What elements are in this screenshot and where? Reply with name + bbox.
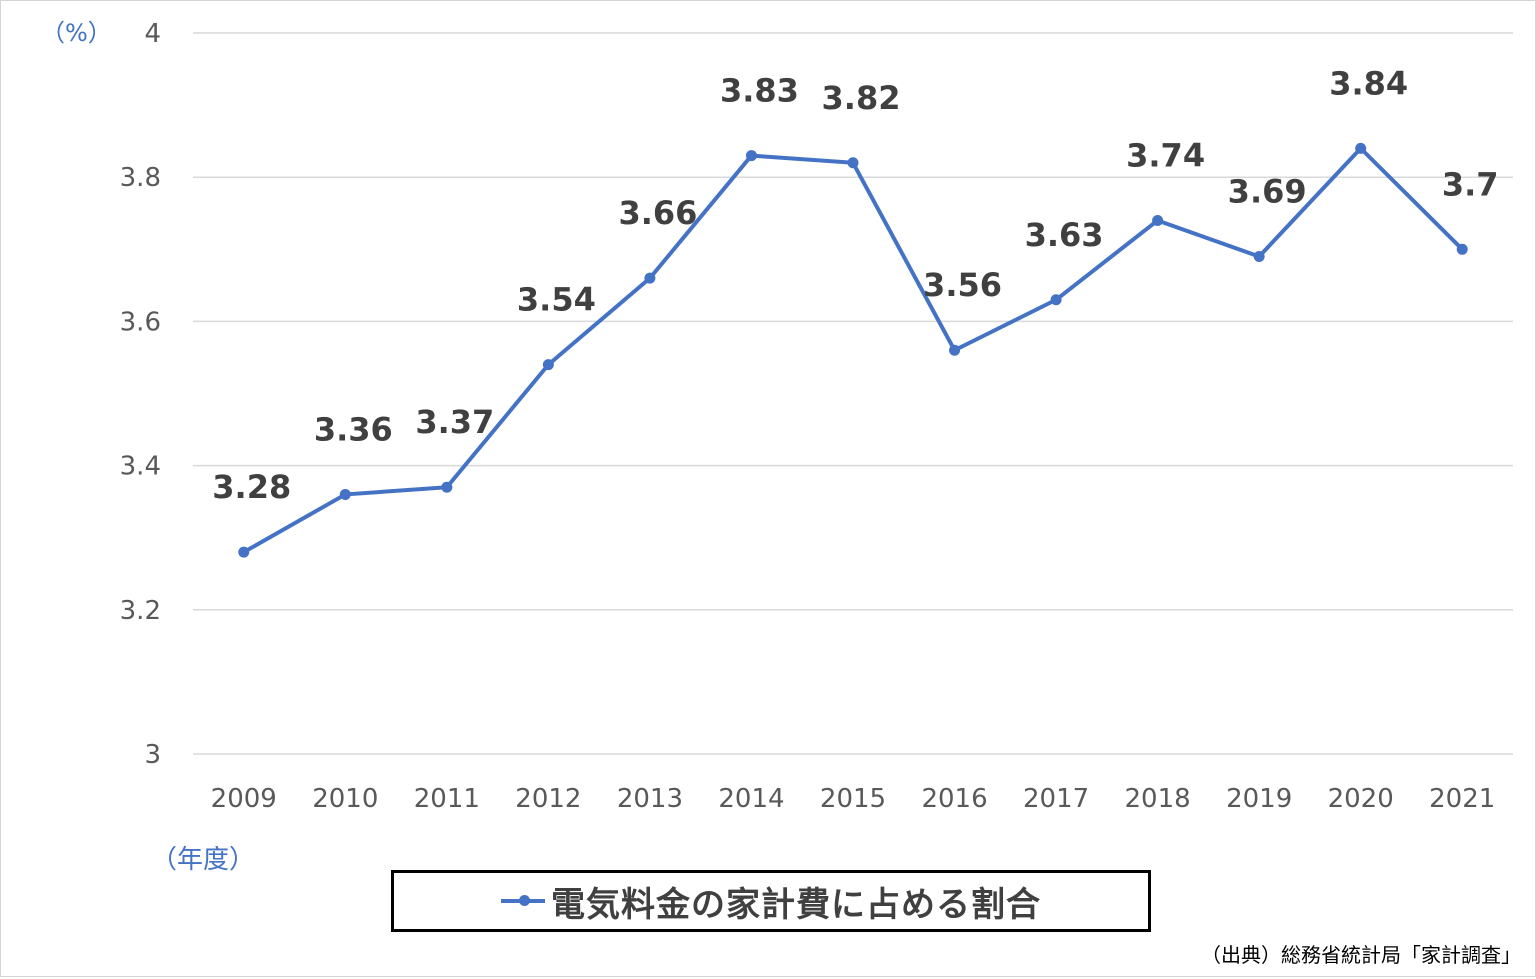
x-tick-label: 2015 bbox=[820, 784, 886, 814]
data-point bbox=[339, 488, 351, 500]
data-point bbox=[847, 157, 859, 169]
data-label: 3.56 bbox=[923, 266, 1002, 304]
data-label: 3.7 bbox=[1442, 165, 1499, 203]
data-point bbox=[542, 359, 554, 371]
x-tick-label: 2017 bbox=[1023, 784, 1089, 814]
data-label: 3.66 bbox=[618, 194, 697, 232]
x-tick-label: 2018 bbox=[1125, 784, 1191, 814]
y-tick-label: 3.4 bbox=[120, 452, 161, 482]
data-label: 3.74 bbox=[1126, 136, 1205, 174]
data-label: 3.83 bbox=[720, 72, 799, 110]
x-tick-label: 2013 bbox=[617, 784, 683, 814]
data-label: 3.36 bbox=[314, 410, 393, 448]
x-tick-label: 2014 bbox=[718, 784, 784, 814]
x-tick-label: 2020 bbox=[1328, 784, 1394, 814]
y-axis-unit: （%） bbox=[41, 19, 112, 47]
data-point bbox=[949, 344, 961, 356]
data-label: 3.28 bbox=[212, 468, 291, 506]
data-label: 3.63 bbox=[1025, 216, 1104, 254]
y-tick-label: 3.8 bbox=[120, 163, 161, 193]
data-point bbox=[1456, 243, 1468, 255]
source-note: （出典）総務省統計局「家計調査」 bbox=[1201, 943, 1521, 967]
data-label: 3.37 bbox=[415, 403, 494, 441]
legend: 電気料金の家計費に占める割合 bbox=[391, 870, 1151, 932]
legend-line-marker bbox=[501, 895, 545, 906]
data-point bbox=[441, 481, 453, 493]
data-point bbox=[1152, 214, 1164, 226]
data-point bbox=[745, 150, 757, 162]
x-tick-label: 2011 bbox=[414, 784, 480, 814]
gridlines bbox=[193, 32, 1513, 755]
x-axis-unit: （年度） bbox=[151, 845, 256, 875]
x-tick-label: 2012 bbox=[515, 784, 581, 814]
legend-label: 電気料金の家計費に占める割合 bbox=[551, 884, 1041, 925]
y-tick-label: 3.2 bbox=[120, 596, 161, 626]
x-tick-label: 2021 bbox=[1429, 784, 1495, 814]
data-point bbox=[1253, 251, 1265, 263]
x-tick-label: 2016 bbox=[921, 784, 987, 814]
y-axis-ticks: 3 3.2 3.4 3.6 3.8 4 bbox=[120, 19, 161, 770]
x-axis-ticks: 2009 2010 2011 2012 2013 2014 2015 2016 2017 2018… bbox=[211, 784, 1496, 814]
data-label: 3.69 bbox=[1228, 173, 1307, 211]
data-label: 3.54 bbox=[517, 281, 596, 319]
y-tick-label: 3.6 bbox=[120, 307, 161, 337]
data-point bbox=[1050, 294, 1062, 306]
y-tick-label: 4 bbox=[144, 19, 161, 49]
x-tick-label: 2009 bbox=[211, 784, 277, 814]
data-point bbox=[238, 546, 250, 558]
data-label: 3.84 bbox=[1329, 64, 1408, 102]
x-tick-label: 2010 bbox=[312, 784, 378, 814]
y-tick-label: 3 bbox=[144, 740, 161, 770]
data-label: 3.82 bbox=[822, 79, 901, 117]
data-point bbox=[644, 272, 656, 284]
data-point bbox=[1355, 142, 1367, 154]
x-tick-label: 2019 bbox=[1226, 784, 1292, 814]
series-points bbox=[238, 142, 1468, 558]
data-labels: 3.28 3.36 3.37 3.54 3.66 3.83 3.82 3.56 3.63 3.74… bbox=[212, 64, 1498, 506]
